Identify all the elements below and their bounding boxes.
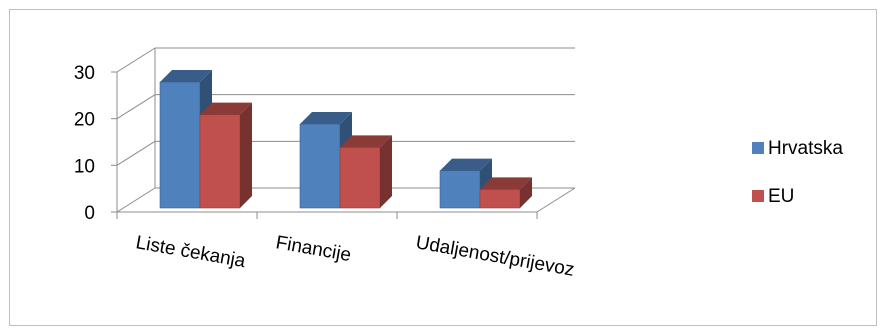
gridline-side: [116, 47, 156, 73]
chart-frame: [9, 9, 877, 326]
legend-swatch: [752, 142, 764, 154]
bar-side-face: [520, 177, 532, 208]
bars: [159, 70, 532, 209]
bar-top-face: [160, 70, 212, 82]
bar-front-face: [479, 189, 521, 209]
bar-front-face: [439, 170, 481, 209]
bar-top-face: [200, 102, 252, 115]
x-category-label: Financije: [274, 232, 353, 266]
bar-top-face: [300, 112, 352, 124]
gridline-side: [116, 94, 156, 120]
y-tick-label: 0: [84, 203, 95, 224]
bar-top-face: [440, 158, 492, 171]
x-category-label: Liste čekanja: [134, 232, 247, 272]
bar-eu: [479, 177, 532, 209]
bar-hrvatska: [159, 70, 212, 209]
legend-item: EU: [752, 186, 794, 207]
y-tick-label: 30: [74, 63, 95, 84]
floor-right-edge: [536, 187, 576, 213]
gridline-side: [116, 140, 156, 166]
x-axis-labels: Liste čekanja Financije Udaljenost/prijevo…: [134, 232, 576, 281]
x-category-label: Udaljenost/prijevoz: [414, 232, 576, 281]
legend-label: EU: [768, 186, 794, 207]
bar-top-face: [480, 177, 532, 190]
y-tick-label: 10: [74, 156, 95, 177]
legend-swatch: [752, 190, 764, 202]
bar-front-face: [299, 123, 341, 209]
legend-label: Hrvatska: [768, 138, 843, 159]
bar-side-face: [240, 102, 252, 208]
y-axis-ticks: 0 10 20 30: [74, 63, 538, 224]
bar-front-face: [199, 114, 241, 209]
y-tick-label: 20: [74, 110, 95, 131]
bar-front-face: [339, 147, 381, 209]
gridline-side: [116, 187, 156, 213]
bar-front-face: [159, 81, 201, 209]
bar-side-face: [380, 135, 392, 208]
legend-item: Hrvatska: [752, 138, 843, 159]
bar-eu: [199, 102, 252, 209]
legend: Hrvatska EU: [752, 138, 843, 207]
bar-eu: [339, 135, 392, 209]
bar-top-face: [340, 135, 392, 148]
